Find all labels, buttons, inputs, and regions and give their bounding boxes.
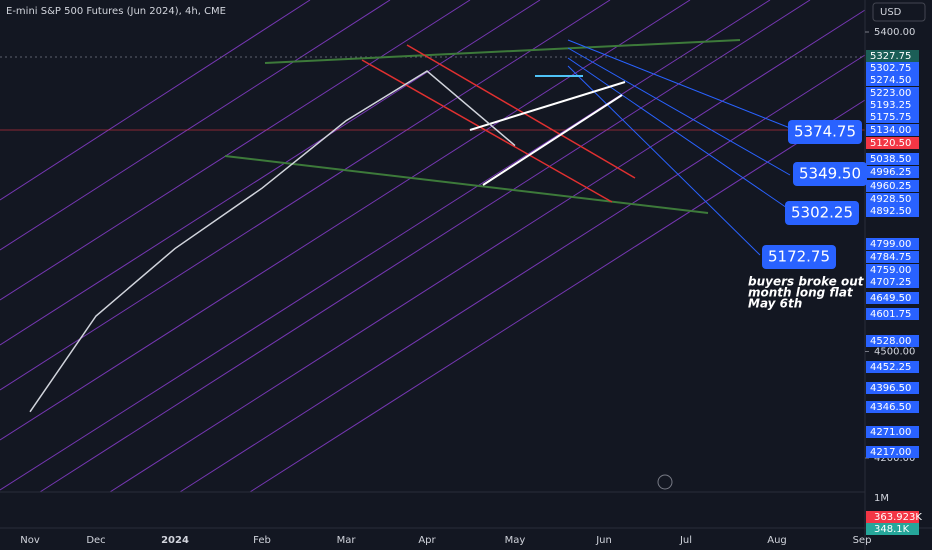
x-tick-label: Mar <box>337 535 357 546</box>
volume-label: 1M <box>874 493 889 504</box>
price-tag: 4601.75 <box>870 309 911 320</box>
x-tick-label: Sep <box>853 535 872 546</box>
price-tag: 4346.50 <box>870 402 911 413</box>
price-tag: 4271.00 <box>870 427 911 438</box>
chart-title: E-mini S&P 500 Futures (Jun 2024), 4h, C… <box>6 6 226 17</box>
x-tick-label: Jun <box>595 535 612 546</box>
annotation: 5374.75 <box>794 123 856 141</box>
price-tag-bg <box>866 62 919 74</box>
red-channel <box>361 44 636 203</box>
volume-tag-bg <box>866 523 919 535</box>
annotation: 5172.75 <box>768 248 830 266</box>
trend-lines <box>224 39 741 214</box>
note: buyers broke out <box>748 275 865 289</box>
currency[interactable]: USD <box>880 7 902 18</box>
price-tag: 5302.75 <box>870 63 911 74</box>
x-tick-label: Feb <box>253 535 271 546</box>
price-tag-bg <box>866 401 919 413</box>
price-tag-bg <box>866 87 919 99</box>
annotation-box <box>762 245 836 269</box>
price-tag: 4960.25 <box>870 181 911 192</box>
price-tag: 4707.25 <box>870 277 911 288</box>
y-tick-label: 4500.00 <box>874 347 915 358</box>
note-bg <box>745 272 857 312</box>
price-line-series <box>29 70 516 413</box>
price-tag-bg <box>866 153 919 165</box>
price-tag: 4649.50 <box>870 293 911 304</box>
volume-tag-bg <box>866 511 919 523</box>
price-tag-bg <box>866 238 919 250</box>
annotation: 5302.25 <box>791 204 853 222</box>
channel-lines <box>0 0 866 493</box>
price-tag: 4928.50 <box>870 194 911 205</box>
x-tick-label: Jul <box>679 535 692 546</box>
y-tick-label: 4200.00 <box>874 453 915 464</box>
x-tick-label: 2024 <box>161 535 189 546</box>
x-tick-label: Dec <box>86 535 105 546</box>
x-tick-label: Nov <box>20 535 40 546</box>
price-tag-bg <box>866 251 919 263</box>
price-tag-bg <box>866 124 919 136</box>
note: May 6th <box>748 297 802 311</box>
price-tag: 4452.25 <box>870 362 911 373</box>
price-tag-bg <box>866 264 919 276</box>
annotation: 5349.50 <box>799 165 861 183</box>
price-tag: 4396.50 <box>870 383 911 394</box>
price-tag-bg <box>866 205 919 217</box>
volume-label: 363.923K <box>874 512 922 523</box>
y-tick-label: 5400.00 <box>874 27 915 38</box>
x-tick-label: Aug <box>767 535 787 546</box>
price-tag: 5134.00 <box>870 125 911 136</box>
price-tag: 5120.50 <box>870 138 911 149</box>
price-tag-bg <box>866 276 919 288</box>
price-tag: 4759.00 <box>870 265 911 276</box>
annotation-box <box>788 120 862 144</box>
wedge <box>469 81 626 186</box>
target-rays <box>567 39 791 256</box>
price-tag-bg <box>866 446 919 458</box>
price-tag-bg <box>866 193 919 205</box>
price-tag-bg <box>866 382 919 394</box>
annotation-box <box>793 162 867 186</box>
price-tag: 5175.75 <box>870 112 911 123</box>
tool-icon[interactable] <box>657 474 673 490</box>
price-tag-bg <box>866 335 919 347</box>
annotation-box <box>785 201 859 225</box>
x-tick-label: Apr <box>418 535 436 546</box>
price-tag-bg <box>866 292 919 304</box>
volume-label: 348.1K <box>874 524 910 535</box>
price-tag-bg <box>866 74 919 86</box>
price-tag: 4217.00 <box>870 447 911 458</box>
price-tag-bg <box>866 99 919 111</box>
note: month long flat <box>748 286 854 300</box>
price-tag-bg <box>866 180 919 192</box>
price-tag-bg <box>866 166 919 178</box>
price-tag: 4892.50 <box>870 206 911 217</box>
x-tick-label: May <box>505 535 526 546</box>
price-tag: 4528.00 <box>870 336 911 347</box>
price-tag-bg <box>866 137 919 149</box>
price-tag: 5193.25 <box>870 100 911 111</box>
price-tag-bg <box>866 111 919 123</box>
price-tag-bg <box>866 50 919 62</box>
price-tag: 5274.50 <box>870 75 911 86</box>
price-tag-bg <box>866 426 919 438</box>
currency-box[interactable] <box>872 2 926 22</box>
price-tag: 4799.00 <box>870 239 911 250</box>
price-tag: 5038.50 <box>870 154 911 165</box>
price-tag-bg <box>866 308 919 320</box>
price-tag: 4784.75 <box>870 252 911 263</box>
price-tag: 5223.00 <box>870 88 911 99</box>
price-tag: 5327.75 <box>870 51 911 62</box>
price-tag: 4996.25 <box>870 167 911 178</box>
price-tag-bg <box>866 361 919 373</box>
